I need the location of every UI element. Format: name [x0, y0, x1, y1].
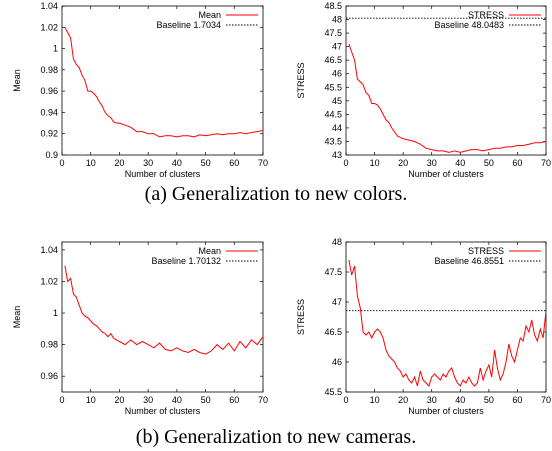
y-tick-label: 46 — [332, 69, 342, 79]
x-tick-label: 40 — [172, 158, 182, 168]
plot-area — [346, 259, 546, 387]
x-axis-label: Number of clusters — [408, 169, 484, 179]
x-tick-label: 30 — [427, 395, 437, 405]
plot-area — [64, 27, 263, 138]
x-axis-label: Number of clusters — [125, 406, 201, 416]
y-tick-label: 0.92 — [40, 129, 58, 139]
y-axis-label: Mean — [12, 69, 22, 92]
plot-area — [346, 17, 546, 153]
y-tick-label: 48 — [332, 237, 342, 247]
y-tick-label: 47.5 — [324, 267, 342, 277]
y-tick-label: 1.04 — [40, 1, 58, 11]
x-tick-label: 60 — [512, 158, 522, 168]
y-tick-label: 45 — [332, 96, 342, 106]
legend-label: Mean — [198, 246, 221, 256]
chart-2: 0 10 20 30 40 50 60 70 43 43.5 44 44.5 45 45.5 46 46.5 4… — [296, 1, 551, 179]
y-tick-label: 0.9 — [45, 150, 58, 160]
x-tick-label: 30 — [143, 395, 153, 405]
x-tick-label: 70 — [258, 158, 268, 168]
y-tick-label: 1.04 — [40, 245, 58, 255]
x-tick-label: 70 — [258, 395, 268, 405]
x-axis-label: Number of clusters — [125, 169, 201, 179]
x-tick-label: 50 — [201, 395, 211, 405]
chart-4: 0 10 20 30 40 50 60 70 45.5 46 46.5 47 47.5 48 Number … — [296, 237, 551, 416]
x-tick-label: 30 — [143, 158, 153, 168]
series-line-stress — [348, 43, 546, 153]
series-line-mean — [64, 27, 263, 138]
y-tick-label: 46.5 — [324, 327, 342, 337]
x-tick-label: 20 — [398, 158, 408, 168]
x-tick-label: 0 — [343, 395, 348, 405]
x-tick-label: 0 — [59, 158, 64, 168]
x-tick-label: 40 — [455, 158, 465, 168]
y-tick-label: 43 — [332, 150, 342, 160]
y-axis-label: STRESS — [296, 299, 306, 335]
y-tick-label: 44 — [332, 123, 342, 133]
x-axis-label: Number of clusters — [408, 406, 484, 416]
x-tick-label: 10 — [370, 395, 380, 405]
legend-label: Baseline 1.7034 — [156, 20, 221, 30]
y-tick-label: 45.5 — [324, 387, 342, 397]
y-axis-label: Mean — [12, 306, 22, 329]
legend-label: Baseline 1.70132 — [151, 256, 221, 266]
x-tick-label: 20 — [114, 158, 124, 168]
x-tick-label: 30 — [427, 158, 437, 168]
y-tick-label: 1.02 — [40, 22, 58, 32]
x-tick-label: 50 — [484, 158, 494, 168]
x-tick-label: 50 — [201, 158, 211, 168]
y-tick-label: 0.98 — [40, 340, 58, 350]
x-tick-label: 50 — [484, 395, 494, 405]
y-tick-label: 1 — [53, 308, 58, 318]
y-tick-label: 45.5 — [324, 82, 342, 92]
legend-label: Baseline 48.0483 — [434, 20, 504, 30]
legend-label: Mean — [198, 10, 221, 20]
y-tick-label: 47 — [332, 297, 342, 307]
legend-label: Baseline 46.8551 — [434, 256, 504, 266]
series-line-stress — [348, 259, 546, 387]
x-tick-label: 10 — [370, 158, 380, 168]
x-tick-label: 60 — [229, 158, 239, 168]
y-axis-label: STRESS — [296, 62, 306, 98]
x-tick-label: 10 — [86, 395, 96, 405]
y-tick-label: 1 — [53, 44, 58, 54]
y-tick-label: 47.5 — [324, 28, 342, 38]
x-tick-label: 0 — [59, 395, 64, 405]
plot-area — [64, 265, 263, 355]
x-tick-label: 0 — [343, 158, 348, 168]
plot-frame — [61, 5, 264, 156]
chart-3: 0 10 20 30 40 50 60 70 0.96 0.98 1 1.02 1.04 Number o… — [12, 241, 268, 416]
x-tick-label: 70 — [541, 395, 551, 405]
y-tick-label: 0.98 — [40, 65, 58, 75]
legend-label: STRESS — [468, 10, 504, 20]
y-tick-label: 0.96 — [40, 86, 58, 96]
x-tick-label: 40 — [172, 395, 182, 405]
x-tick-label: 70 — [541, 158, 551, 168]
x-tick-label: 60 — [229, 395, 239, 405]
y-tick-label: 48 — [332, 15, 342, 25]
x-tick-label: 40 — [455, 395, 465, 405]
x-tick-label: 20 — [398, 395, 408, 405]
caption-a: (a) Generalization to new colors. — [144, 183, 408, 205]
x-tick-label: 20 — [114, 395, 124, 405]
y-tick-label: 43.5 — [324, 136, 342, 146]
y-tick-label: 47 — [332, 42, 342, 52]
y-tick-label: 46.5 — [324, 55, 342, 65]
chart-1: 0 10 20 30 40 50 60 70 0.9 0.92 0.94 0.96 0.98 1 1.02 1… — [12, 1, 268, 179]
plot-frame — [345, 241, 547, 393]
y-tick-label: 0.96 — [40, 371, 58, 381]
y-tick-label: 44.5 — [324, 109, 342, 119]
legend-label: STRESS — [468, 246, 504, 256]
y-tick-label: 46 — [332, 357, 342, 367]
plot-frame — [61, 241, 264, 393]
y-tick-label: 1.02 — [40, 276, 58, 286]
x-tick-label: 10 — [86, 158, 96, 168]
caption-b: (b) Generalization to new cameras. — [135, 426, 417, 448]
plot-frame — [345, 5, 547, 156]
series-line-mean — [64, 265, 263, 355]
x-tick-label: 60 — [512, 395, 522, 405]
y-tick-label: 0.94 — [40, 107, 58, 117]
y-tick-label: 48.5 — [324, 1, 342, 11]
